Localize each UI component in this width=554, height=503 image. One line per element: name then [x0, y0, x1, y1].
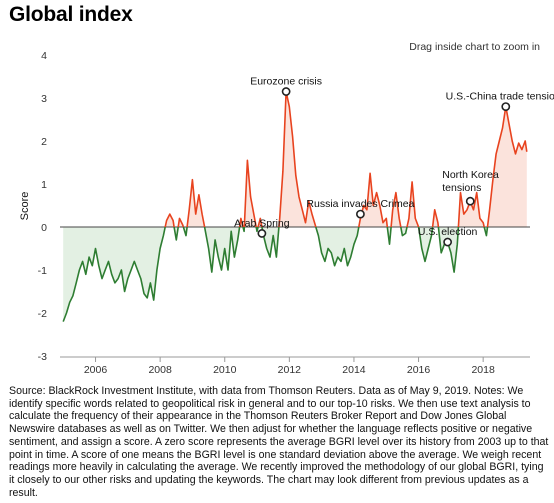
area-fill-0 — [63, 227, 166, 322]
chart-title: Global index — [9, 3, 133, 26]
area-fill-6 — [204, 227, 240, 273]
area-fill-25 — [487, 106, 527, 227]
series-line-17 — [390, 191, 402, 228]
y-tick-label: 0 — [41, 222, 47, 234]
annotation-label: U.S. election — [418, 226, 478, 238]
x-tick-label: 2008 — [148, 364, 172, 376]
y-tick-label: -2 — [38, 308, 47, 320]
annotation-label: U.S.-China trade tensions — [446, 91, 554, 103]
annotation-label: North Korea — [442, 169, 499, 181]
x-tick-label: 2006 — [84, 364, 108, 376]
area-fill-15 — [358, 173, 388, 227]
series-line-7 — [238, 217, 244, 228]
series-line-3 — [177, 217, 185, 228]
annotation-label: Arab Spring — [234, 217, 290, 229]
annotation-marker — [443, 237, 453, 247]
area-fill-22 — [438, 227, 459, 273]
annotation-marker — [257, 229, 267, 238]
area-fill-14 — [315, 227, 359, 266]
x-tick-label: 2012 — [278, 364, 302, 376]
series-line-21 — [431, 209, 440, 228]
area-fills — [63, 91, 527, 322]
series-line-14 — [315, 226, 360, 267]
series-line-5 — [186, 178, 206, 228]
x-tick-label: 2014 — [342, 364, 366, 376]
series-line-13 — [278, 90, 317, 228]
x-axis-ticks: 2006 2008 2010 2012 2014 2016 2018 — [60, 356, 530, 376]
x-tick-label: 2010 — [213, 364, 237, 376]
x-tick-label: 2018 — [471, 364, 495, 376]
annotation-marker — [281, 87, 291, 96]
area-fill-13 — [278, 91, 316, 227]
series-line-0 — [62, 226, 166, 322]
area-fill-17 — [391, 192, 401, 227]
annotation-marker — [465, 196, 475, 206]
series-line-23 — [457, 191, 485, 228]
y-axis-label: Score — [19, 192, 31, 221]
series-line-4 — [182, 226, 188, 237]
series-line-15 — [358, 172, 389, 228]
series-line-20 — [417, 226, 434, 263]
event-annotations: Eurozone crisis U.S.-China trade tensions… — [234, 76, 554, 247]
series-line-19 — [406, 181, 420, 228]
series-line-25 — [486, 105, 528, 228]
series-line-11 — [257, 217, 263, 228]
series-line-10 — [255, 226, 259, 233]
y-tick-label: 1 — [41, 179, 47, 191]
series-line-9 — [243, 159, 257, 228]
series-line-24 — [483, 226, 489, 237]
area-fill-1 — [165, 214, 175, 227]
x-tick-label: 2016 — [407, 364, 431, 376]
area-fill-21 — [432, 209, 439, 227]
line-chart[interactable]: -3 -2 -1 0 1 2 3 4 2006 2008 2010 2012 2014 2016 2018… — [0, 0, 554, 380]
series-line-16 — [386, 226, 392, 245]
y-tick-label: 2 — [41, 136, 47, 148]
y-tick-label: 3 — [41, 93, 47, 105]
series-line-2 — [173, 226, 179, 241]
zoom-hint: Drag inside chart to zoom in — [409, 41, 540, 53]
series-line-22 — [437, 226, 460, 273]
annotation-marker — [501, 102, 511, 111]
series-line-1 — [164, 213, 175, 228]
y-tick-label: -3 — [38, 351, 47, 363]
annotation-label: Eurozone crisis — [250, 76, 322, 88]
area-fill-20 — [418, 227, 433, 262]
series-line-6 — [203, 226, 241, 273]
y-tick-label: -1 — [38, 265, 47, 277]
series-line-18 — [400, 226, 408, 237]
annotation-label: tensions — [442, 182, 481, 194]
annotation-marker — [356, 209, 365, 219]
y-tick-label: 4 — [41, 50, 47, 62]
series-lines — [62, 90, 528, 322]
source-note: Source: BlackRock Investment Institute, … — [9, 385, 549, 499]
annotation-label: Russia invades Crimea — [306, 198, 414, 210]
y-axis-ticks: -3 -2 -1 0 1 2 3 4 — [38, 50, 48, 363]
series-line-8 — [242, 226, 246, 233]
